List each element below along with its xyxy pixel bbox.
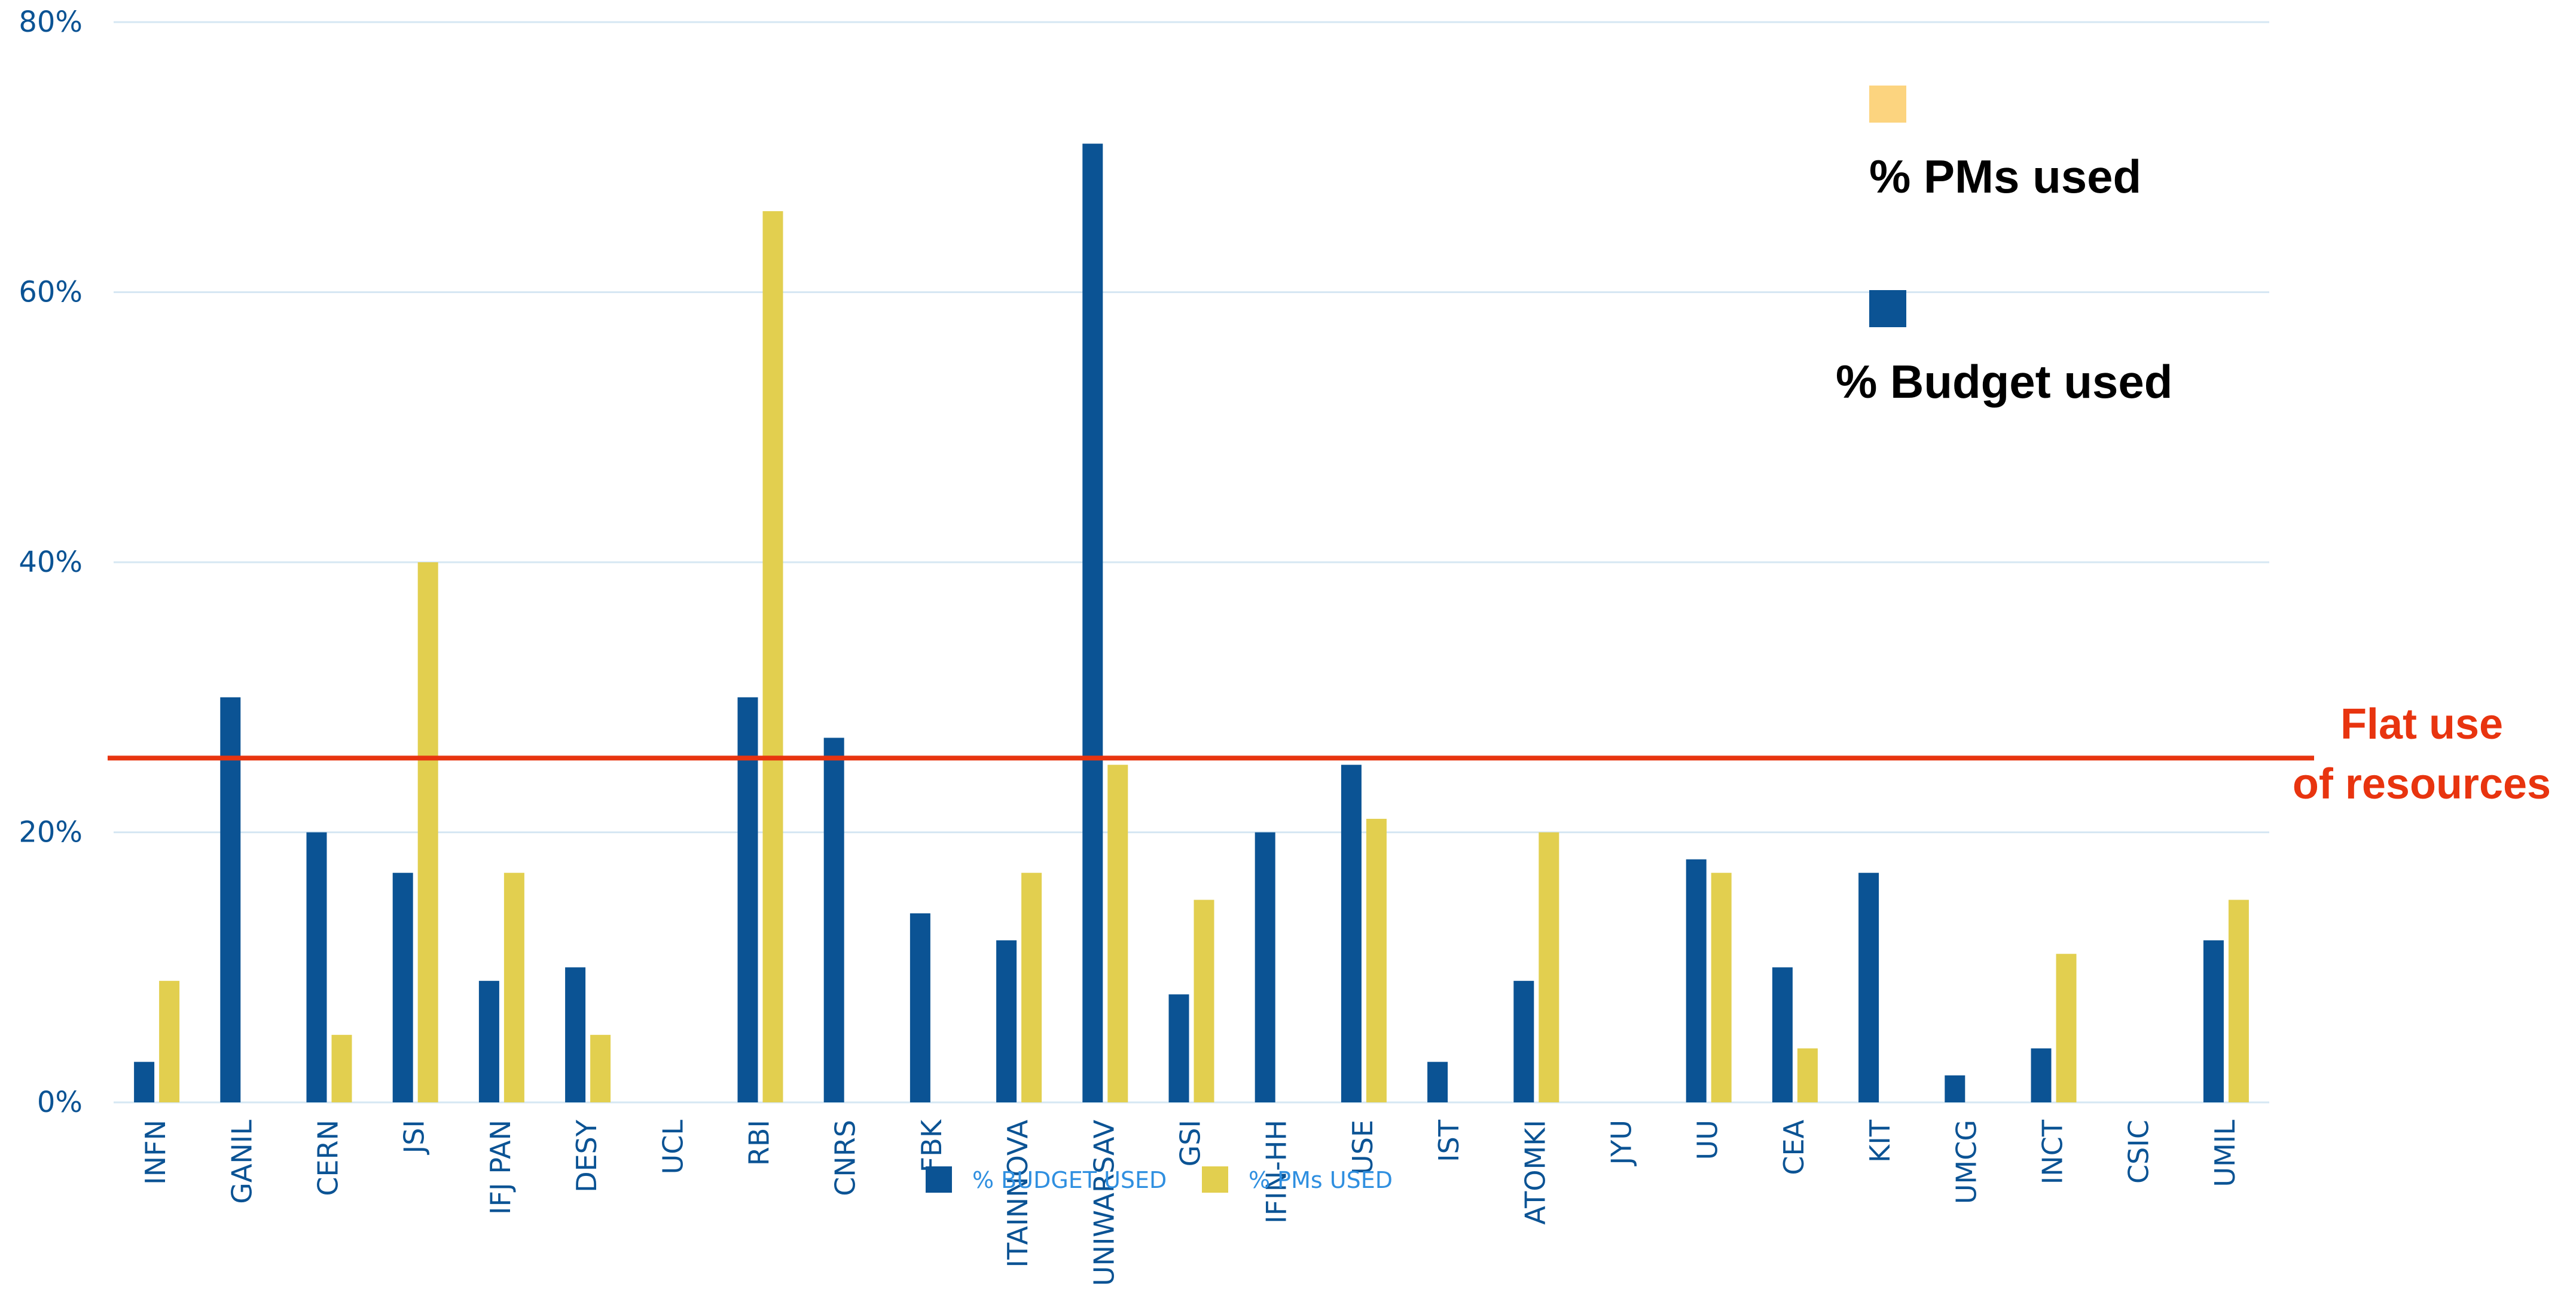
x-tick-label: FBK — [915, 1119, 948, 1172]
legend-label-pms: % PMs USED — [1249, 1167, 1393, 1193]
bar-budget-used — [1772, 967, 1793, 1102]
bar-budget-used — [909, 913, 930, 1102]
bar-budget-used — [1945, 1075, 1965, 1102]
bar-pms-used — [1366, 818, 1387, 1102]
bar-budget-used — [996, 940, 1017, 1102]
x-tick-label: CSIC — [2123, 1120, 2155, 1184]
x-tick-label: CNRS — [829, 1120, 862, 1196]
overlay-legend: % PMs used % Budget used — [1836, 86, 2172, 408]
y-tick-label: 40% — [19, 546, 83, 579]
x-tick-label: UMCG — [1950, 1120, 1982, 1204]
bar-budget-used — [1168, 994, 1189, 1102]
legend-swatch-pms — [1202, 1166, 1228, 1193]
y-tick-label: 80% — [19, 5, 83, 39]
bar-budget-used — [134, 1062, 155, 1102]
y-axis-ticks: 0% 20% 40% 60% 80% — [19, 5, 83, 1119]
overlay-swatch-pms — [1869, 86, 1906, 123]
overlay-swatch-budget — [1869, 290, 1906, 327]
bar-pms-used — [1194, 900, 1214, 1102]
bar-budget-used — [737, 697, 758, 1102]
y-tick-label: 60% — [19, 276, 83, 309]
x-tick-label: GANIL — [225, 1120, 258, 1204]
bar-budget-used — [1686, 859, 1707, 1102]
bar-budget-used — [392, 873, 413, 1102]
bar-pms-used — [1711, 873, 1732, 1102]
bar-pms-used — [762, 211, 783, 1102]
x-tick-label: JYU — [1606, 1120, 1638, 1166]
gridlines — [114, 21, 2269, 1104]
bar-budget-used — [1341, 764, 1362, 1102]
x-tick-label: KIT — [1864, 1119, 1896, 1163]
bar-budget-used — [2203, 940, 2224, 1102]
bar-pms-used — [331, 1035, 352, 1102]
x-tick-label: ATOMKI — [1519, 1120, 1551, 1225]
bar-budget-used — [1082, 144, 1103, 1102]
bar-budget-used — [306, 832, 327, 1102]
overlay-label-pms: % PMs used — [1869, 150, 2141, 203]
bottom-legend: % BUDGET USED % PMs USED — [926, 1166, 1393, 1193]
legend-swatch-budget — [926, 1166, 952, 1193]
x-tick-label: RBI — [743, 1120, 776, 1166]
reference-line-group: Flat use of resources — [108, 700, 2551, 808]
bar-pms-used — [159, 980, 180, 1102]
x-tick-label: USE — [1347, 1120, 1379, 1175]
bar-budget-used — [565, 967, 586, 1102]
x-tick-label: INCT — [2037, 1119, 2069, 1184]
bar-pms-used — [417, 562, 438, 1102]
x-axis-ticks: INFN GANIL CERN JSI IFJ PAN DESY UCL RBI CNRS FBK… — [139, 1119, 2241, 1286]
x-tick-label: IST — [1433, 1119, 1465, 1162]
x-tick-label: CEA — [1778, 1119, 1810, 1175]
x-tick-label: JSI — [398, 1120, 431, 1155]
overlay-label-budget: % Budget used — [1836, 355, 2172, 408]
x-tick-label: GSI — [1174, 1120, 1207, 1166]
bar-pms-used — [2228, 900, 2249, 1102]
x-tick-label: UU — [1692, 1120, 1724, 1160]
bar-budget-used — [1427, 1062, 1448, 1102]
bar-budget-used — [1513, 980, 1534, 1102]
y-tick-label: 0% — [37, 1086, 83, 1119]
bar-pms-used — [2056, 953, 2077, 1102]
bars — [134, 144, 2249, 1102]
bar-pms-used — [503, 873, 524, 1102]
bar-pms-used — [1107, 764, 1128, 1102]
bar-budget-used — [823, 738, 844, 1102]
x-tick-label: UCL — [657, 1120, 689, 1175]
bar-budget-used — [1255, 832, 1275, 1102]
y-tick-label: 20% — [19, 816, 83, 849]
bar-pms-used — [1021, 873, 1042, 1102]
x-tick-label: IFIN-HH — [1260, 1120, 1293, 1224]
bar-budget-used — [2031, 1048, 2052, 1102]
bar-budget-used — [220, 697, 241, 1102]
flat-use-label-line1: Flat use — [2340, 700, 2503, 748]
bar-budget-used — [478, 980, 499, 1102]
x-tick-label: DESY — [570, 1119, 603, 1193]
bar-pms-used — [1797, 1048, 1818, 1102]
bar-pms-used — [1539, 832, 1559, 1102]
flat-use-label-line2: of resources — [2293, 760, 2551, 808]
x-tick-label: IFJ PAN — [484, 1120, 517, 1215]
x-tick-label: ITAINNOVA — [1002, 1119, 1034, 1267]
x-tick-label: UNIWARSAV — [1088, 1119, 1120, 1286]
x-tick-label: UMIL — [2209, 1120, 2241, 1187]
legend-label-budget: % BUDGET USED — [972, 1167, 1167, 1193]
bar-budget-used — [1858, 873, 1879, 1102]
bar-pms-used — [590, 1035, 611, 1102]
x-tick-label: CERN — [312, 1120, 344, 1196]
x-tick-label: INFN — [139, 1120, 172, 1185]
